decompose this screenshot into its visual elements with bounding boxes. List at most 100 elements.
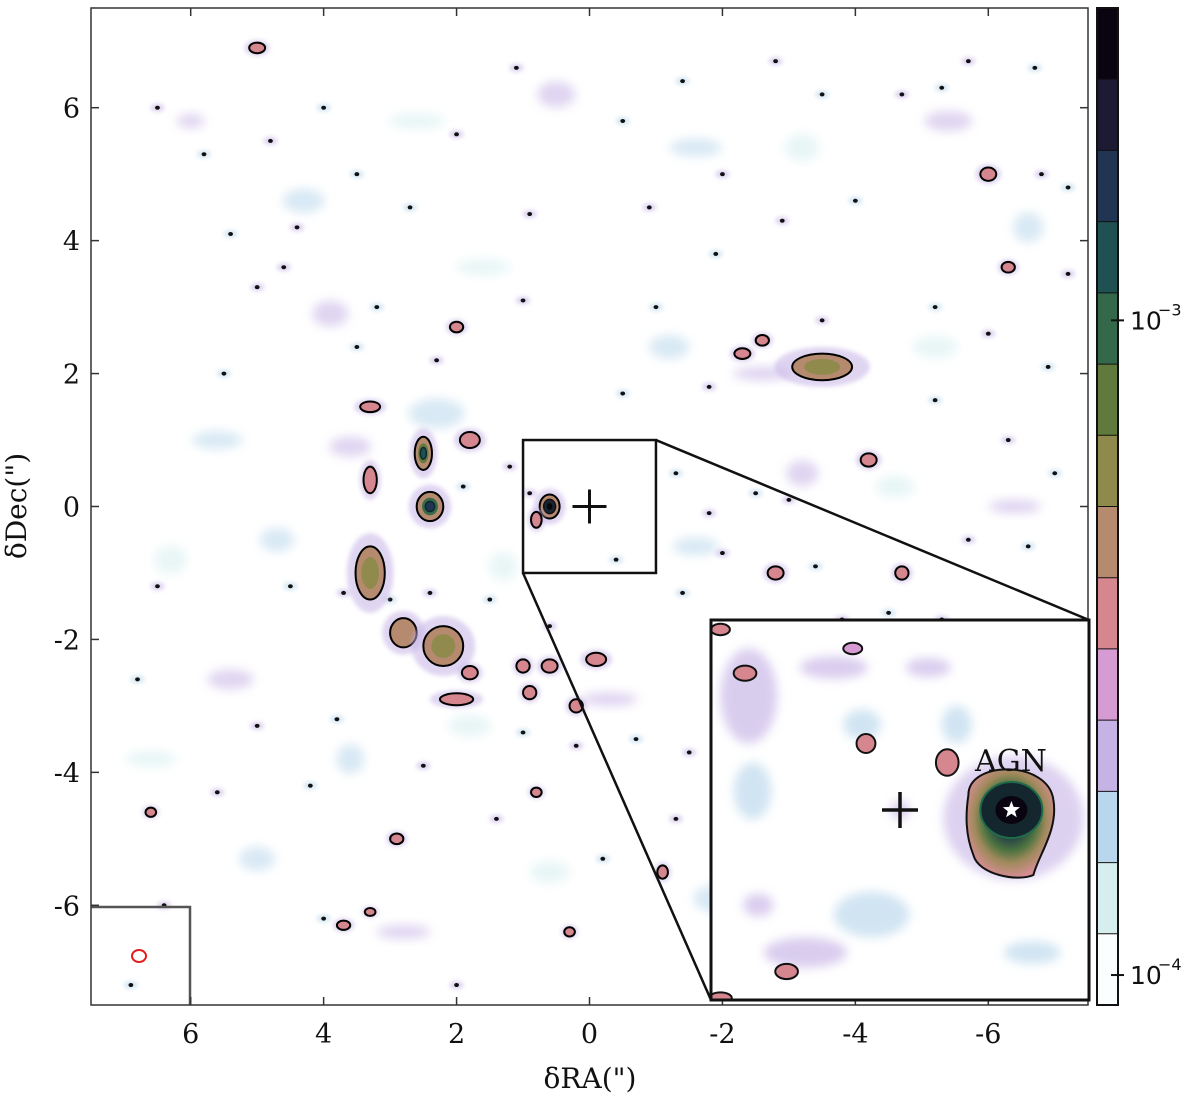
diffuse-patch [786, 460, 819, 487]
y-axis-ticks: 6 4 2 0 -2 -4 -6 [54, 94, 1088, 922]
diffuse-patch [537, 81, 576, 108]
source-contour-outer [859, 452, 878, 468]
speck-point [427, 590, 433, 595]
speck-point [713, 251, 719, 256]
speck-point [354, 172, 360, 177]
speck-point [321, 916, 327, 921]
source-contour-outer [362, 465, 378, 495]
colorbar-level [1097, 577, 1118, 649]
speck-point [985, 331, 991, 336]
speck-point [620, 118, 626, 123]
inset-haze [763, 937, 848, 968]
diffuse-patch [376, 924, 431, 939]
noise-specks [123, 57, 1076, 990]
source-contour-inner [424, 500, 436, 513]
speck-point [1052, 471, 1058, 476]
diffuse-patch [388, 112, 445, 129]
agn-star-marker [1002, 801, 1020, 818]
speck-point [633, 737, 639, 742]
inset-panel: AGN [709, 618, 1091, 1002]
colorbar-tick-base: 10 [1130, 306, 1162, 335]
speck-point [214, 790, 220, 795]
source-contour-outer [766, 565, 785, 581]
speck-point [819, 92, 825, 97]
diffuse-patch [924, 110, 973, 131]
source-core [804, 358, 841, 375]
speck-point [494, 816, 499, 821]
speck-point [613, 557, 619, 562]
diffuse-patch [408, 398, 465, 429]
speck-point [852, 198, 858, 203]
inset-contour [774, 962, 799, 981]
source-contour-outer [979, 166, 998, 182]
colorbar-level [1097, 221, 1118, 293]
speck-point [155, 584, 160, 589]
source-contour-outer [894, 565, 910, 581]
diffuse-patch [456, 259, 511, 276]
source-contour-outer [1000, 260, 1016, 274]
speck-point [965, 59, 971, 64]
y-tick-label: 4 [63, 227, 80, 258]
diffuse-patch [988, 499, 1041, 514]
diffuse-patch [529, 861, 570, 884]
speck-point [932, 398, 938, 403]
colorbar-tick-exponent: −4 [1158, 955, 1182, 974]
speck-point [673, 471, 679, 476]
speck-point [434, 358, 440, 363]
speck-point [686, 750, 692, 755]
speck-point [673, 816, 679, 821]
speck-point [680, 590, 685, 595]
speck-point [779, 218, 785, 223]
source-contour-outer [515, 658, 531, 674]
source-contour-outer [458, 431, 481, 450]
x-axis-ticks: 6 4 2 0 -2 -4 -6 [182, 8, 1001, 1050]
colorbar-level [1097, 791, 1118, 863]
speck-point [965, 537, 971, 542]
speck-point [354, 344, 360, 349]
speck-point [899, 92, 905, 97]
speck-point [527, 212, 533, 217]
source-contour-outer [585, 651, 608, 668]
inset-haze [905, 658, 952, 677]
source-core [361, 557, 379, 589]
diffuse-patch [1013, 212, 1044, 243]
inset-haze [833, 891, 910, 938]
zoom-connector-line [521, 572, 713, 1001]
source-peak [547, 504, 552, 509]
speck-point [201, 152, 207, 157]
speck-point [454, 132, 459, 137]
diffuse-patch [649, 334, 690, 359]
diffuse-patch [282, 188, 325, 213]
speck-point [520, 730, 526, 735]
center-cross-marker [572, 489, 607, 524]
source-contour-outer [563, 926, 576, 938]
speck-point [520, 298, 526, 303]
speck-point [819, 318, 825, 323]
colorbar-level [1097, 150, 1118, 222]
speck-point [786, 497, 792, 502]
diffuse-patch [239, 846, 276, 871]
speck-point [547, 624, 553, 629]
speck-point [155, 105, 160, 110]
speck-point [600, 856, 606, 861]
speck-point [513, 65, 519, 70]
colorbar-level [1097, 862, 1118, 934]
y-tick-label: -6 [54, 891, 80, 922]
source-contour-outer [335, 919, 352, 931]
speck-point [268, 138, 273, 143]
diffuse-patch [336, 744, 365, 775]
source-contour-outer [359, 400, 382, 414]
inset-haze [941, 705, 972, 744]
speck-point [620, 391, 626, 396]
speck-point [706, 384, 712, 389]
beam-box [91, 905, 192, 1005]
x-axis-label: δRA(") [544, 1062, 637, 1095]
inset-contour [855, 733, 877, 754]
source-contour-outer [438, 692, 475, 707]
speck-point [1025, 544, 1031, 549]
source-contour-outer [530, 510, 543, 529]
colorbar-tick-exponent: −3 [1158, 300, 1182, 319]
source-contour-outer [248, 41, 267, 55]
diffuse-patch [154, 545, 187, 574]
source-contour-outer [522, 684, 538, 701]
